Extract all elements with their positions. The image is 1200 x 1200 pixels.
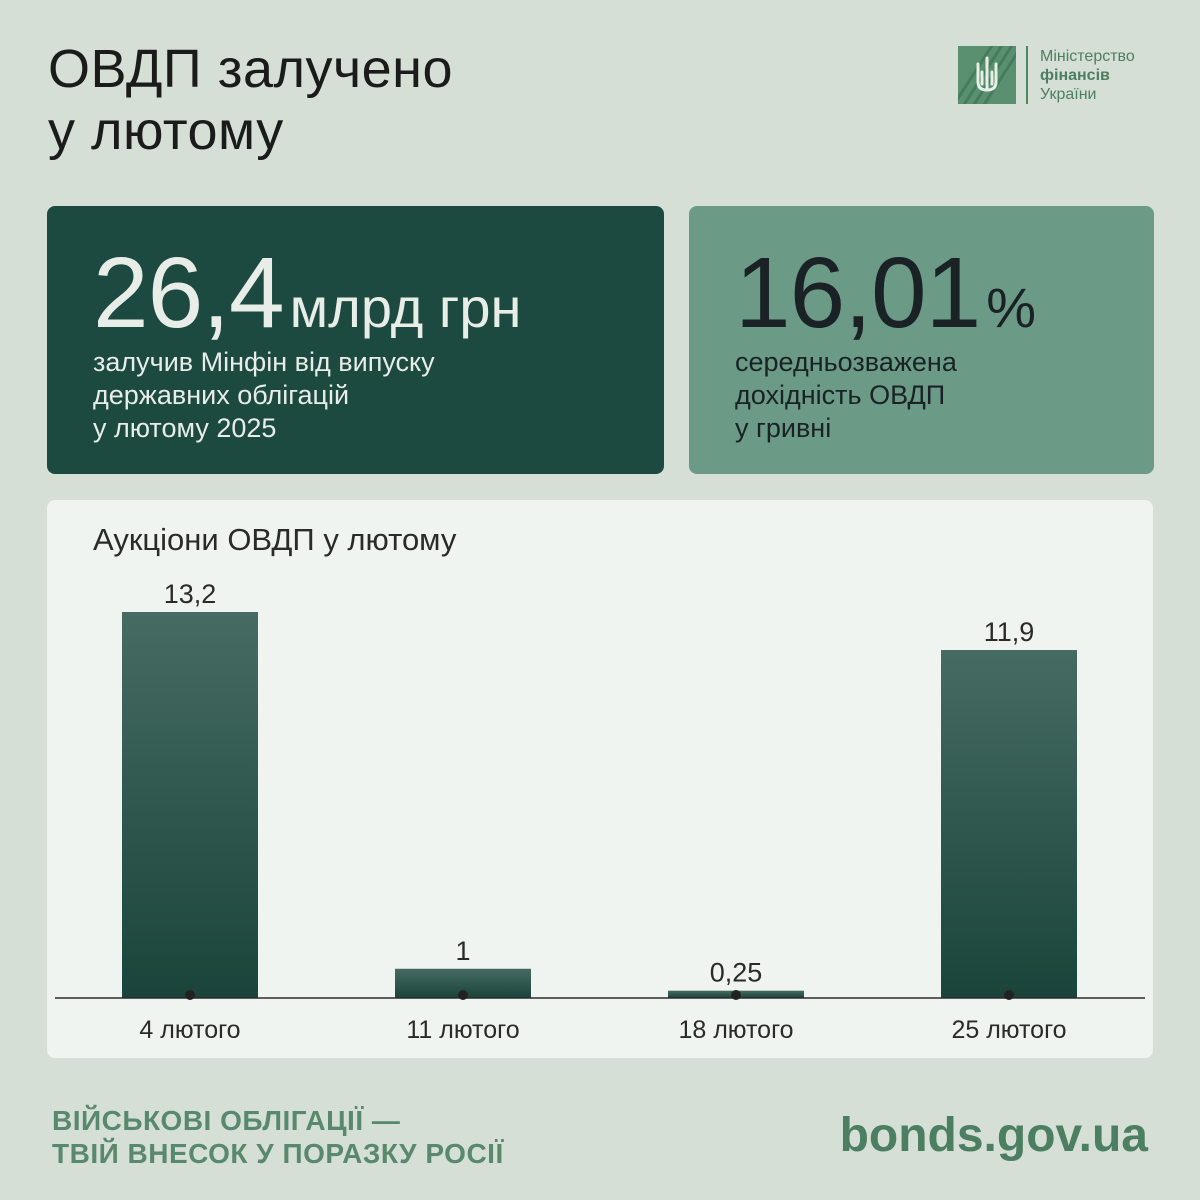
total-raised-figure: 26,4 млрд грн — [93, 236, 521, 351]
bar — [941, 650, 1077, 998]
data-label: 11,9 — [984, 617, 1035, 647]
bar-marker-dot — [731, 990, 741, 1000]
logo-line-3: України — [1040, 85, 1097, 103]
bar-marker-dot — [1004, 990, 1014, 1000]
title-line-2: у лютому — [48, 101, 284, 161]
x-tick-label: 18 лютого — [678, 1016, 793, 1044]
x-tick-label: 4 лютого — [139, 1016, 240, 1044]
slogan-line-2: ТВІЙ ВНЕСОК У ПОРАЗКУ РОСІЇ — [52, 1138, 504, 1169]
yield-description: середньозважена дохідність ОВДП у гривні — [735, 346, 957, 445]
trident-emblem-icon — [958, 46, 1016, 104]
slogan: ВІЙСЬКОВІ ОБЛІГАЦІЇ — ТВІЙ ВНЕСОК У ПОРА… — [52, 1104, 504, 1170]
bar-marker-dot — [185, 990, 195, 1000]
data-label: 1 — [455, 936, 470, 966]
auctions-chart-panel: Аукціони ОВДП у лютому 13,2 4 лютого 1 11 л… — [47, 500, 1153, 1058]
yield-value: 16,01 — [735, 237, 981, 349]
yield-desc-line-2: дохідність ОВДП — [735, 380, 946, 410]
yield-figure: 16,01% — [735, 236, 1036, 351]
yield-unit: % — [986, 276, 1037, 339]
logo-text: Міністерство фінансів України — [1040, 47, 1135, 104]
chart-title: Аукціони ОВДП у лютому — [93, 522, 457, 557]
title-line-1: ОВДП залучено — [48, 39, 454, 99]
logo-line-2: фінансів — [1040, 66, 1110, 84]
logo-divider — [1026, 46, 1028, 104]
total-raised-unit: млрд грн — [289, 276, 522, 339]
total-raised-value: 26,4 — [93, 237, 285, 349]
total-desc-line-3: у лютому 2025 — [93, 413, 277, 443]
total-desc-line-1: залучив Мінфін від випуску — [93, 347, 435, 377]
page-title: ОВДП залучено у лютому — [48, 38, 453, 162]
bar-marker-dot — [458, 990, 468, 1000]
ministry-logo: Міністерство фінансів України — [958, 46, 1135, 104]
yield-card: 16,01% середньозважена дохідність ОВДП у… — [689, 206, 1154, 474]
data-label: 0,25 — [710, 958, 763, 988]
total-raised-card: 26,4 млрд грн залучив Мінфін від випуску … — [47, 206, 664, 474]
data-label: 13,2 — [164, 579, 217, 609]
auctions-bar-chart: 13,2 4 лютого 1 11 лютого 0,25 18 лютого 11,9 2… — [55, 579, 1145, 1044]
total-raised-description: залучив Мінфін від випуску державних обл… — [93, 346, 435, 445]
x-tick-label: 11 лютого — [406, 1016, 519, 1044]
website-link[interactable]: bonds.gov.ua — [839, 1109, 1148, 1162]
slogan-line-1: ВІЙСЬКОВІ ОБЛІГАЦІЇ — — [52, 1105, 401, 1136]
logo-line-1: Міністерство — [1040, 47, 1135, 65]
total-desc-line-2: державних облігацій — [93, 380, 350, 410]
bar — [122, 612, 258, 998]
x-tick-label: 25 лютого — [951, 1016, 1066, 1044]
yield-desc-line-3: у гривні — [735, 413, 832, 443]
yield-desc-line-1: середньозважена — [735, 347, 957, 377]
